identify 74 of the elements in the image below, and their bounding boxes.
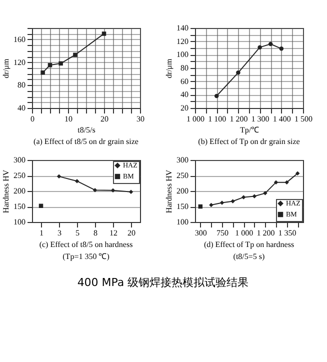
point xyxy=(258,45,262,50)
y-axis-title: Hardness HV xyxy=(164,170,174,214)
y-tick-label: 200 xyxy=(176,186,188,196)
y-tick-label: 80 xyxy=(18,80,26,90)
point xyxy=(284,180,289,184)
x-tick-label: 1 200 xyxy=(256,228,275,238)
y-tick-label: 100 xyxy=(176,50,188,60)
x-tick-label: 1 000 xyxy=(235,228,254,238)
text: (a) Effect of t8/5 on dr grain size xyxy=(34,137,139,146)
point xyxy=(40,70,45,75)
x-tick-label: 1 xyxy=(40,228,44,238)
y-tick-label: 150 xyxy=(14,202,26,211)
x-tick-label: 1 000 xyxy=(186,114,204,124)
y-tick-label: 250 xyxy=(14,171,26,180)
x-tick-label: 1 350 xyxy=(278,228,296,238)
y-tick-label: 120 xyxy=(176,36,188,46)
y-tick-label: 200 xyxy=(14,186,26,196)
x-tick-label: 1 200 xyxy=(230,114,248,124)
y-tick-label: 100 xyxy=(176,218,188,226)
text: (t8/5=5 s) xyxy=(233,252,266,261)
y-tick-label: 120 xyxy=(14,58,26,67)
point xyxy=(73,52,78,57)
text: (Tp=1 350 ℃) xyxy=(62,252,110,261)
text: 400 MPa 级钢焊接热模拟试验结果 xyxy=(76,275,250,290)
x-tick-label: 1 300 xyxy=(251,114,270,124)
y-tick-label: 40 xyxy=(18,104,26,112)
y-tick-label: 80 xyxy=(180,64,188,72)
x-tick-label: 20 xyxy=(100,114,108,124)
point xyxy=(128,190,134,194)
y-tick-label: 250 xyxy=(176,171,188,180)
point xyxy=(58,61,63,66)
y-tick-label: 100 xyxy=(14,218,26,226)
x-tick-label: 1 100 xyxy=(208,114,226,124)
y-tick-label: 300 xyxy=(14,156,26,164)
x-tick-label: 10 xyxy=(64,114,72,124)
x-tick-label: 20 xyxy=(128,228,136,238)
y-tick-label: 160 xyxy=(14,34,26,44)
point xyxy=(74,178,80,184)
x-tick-label: 300 xyxy=(194,228,207,238)
point xyxy=(295,171,300,176)
x-tick-label: 3 xyxy=(58,228,62,238)
text: (b) Effect of Tp on dr grain size xyxy=(198,137,300,146)
point xyxy=(268,42,273,46)
point xyxy=(214,94,219,98)
point xyxy=(102,32,106,36)
x-tick-label: 1 400 xyxy=(272,114,291,124)
x-tick-label: 30 xyxy=(136,114,144,124)
point xyxy=(236,70,240,75)
text: (c) Effect of t8/5 on hardness xyxy=(39,240,133,249)
x-axis-title: t8/5/s xyxy=(78,126,96,134)
point xyxy=(263,191,268,196)
y-tick-label: 60 xyxy=(180,76,188,86)
y-tick-label: 150 xyxy=(176,202,188,211)
y-tick-label: 40 xyxy=(180,90,188,100)
text: (d) Effect of Tp on hardness xyxy=(204,240,294,249)
y-axis-title: dr/μm xyxy=(164,58,174,78)
point xyxy=(92,188,98,192)
y-tick-label: 140 xyxy=(176,24,188,32)
y-tick-label: 300 xyxy=(176,156,188,164)
point xyxy=(56,174,62,179)
x-tick-label: 0 xyxy=(30,114,34,124)
point xyxy=(230,199,235,204)
x-tick-label: 5 xyxy=(76,228,80,238)
point xyxy=(279,46,284,51)
point xyxy=(241,195,246,200)
y-tick-label: 20 xyxy=(180,104,188,112)
x-tick-label: 12 xyxy=(110,228,118,238)
x-tick-label: 8 xyxy=(94,228,98,238)
y-axis-title: dr/μm xyxy=(2,58,10,78)
x-tick-label: 1 500 xyxy=(294,114,312,124)
y-axis-title: Hardness HV xyxy=(2,170,10,214)
x-tick-label: 750 xyxy=(216,228,228,238)
point xyxy=(48,63,52,68)
x-axis-title: Tp/℃ xyxy=(240,126,260,134)
